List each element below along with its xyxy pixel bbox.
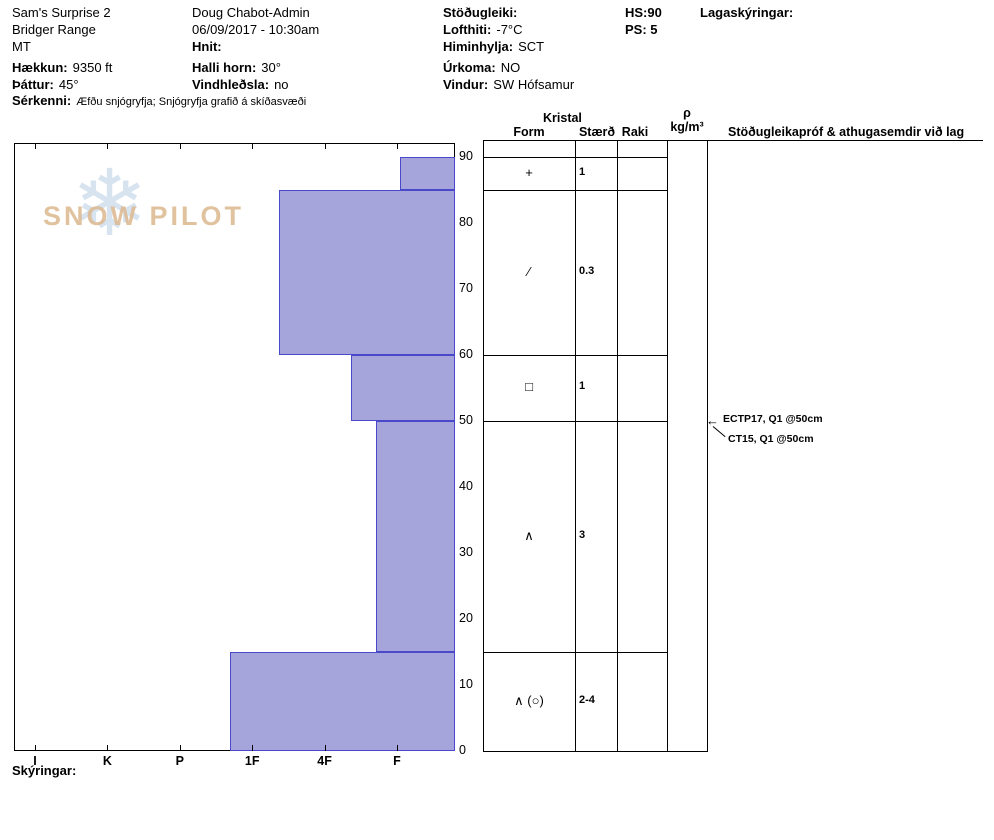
layer-comments-label: Lagaskýringar: [700, 5, 794, 20]
stability-row: Stöðugleiki: [443, 4, 574, 21]
depth-tick-label: 60 [459, 347, 473, 361]
elevation-value: 9350 ft [72, 60, 113, 75]
hardness-tick-label: 1F [244, 754, 260, 768]
weather-column: Stöðugleiki: Lofthiti: -7°C Himinhylja: SC… [443, 4, 574, 93]
col-divider-size-moisture [617, 141, 618, 752]
table-border-left [483, 141, 484, 752]
depth-tick-label: 10 [459, 677, 473, 691]
sky-label: Himinhylja: [443, 39, 514, 54]
aspect-row: Þáttur: 45° [12, 76, 112, 93]
depth-tick-label: 30 [459, 545, 473, 559]
layer-comments-column: Lagaskýringar: [700, 4, 793, 21]
elevation-row: Hækkun: 9350 ft [12, 59, 112, 76]
depth-tick-label: 50 [459, 413, 473, 427]
depth-tick-label: 80 [459, 215, 473, 229]
precip-row: Úrkoma: NO [443, 59, 574, 76]
snow-height-column: HS:90 PS: 5 [625, 4, 662, 38]
slope-angle-value: 30° [261, 60, 281, 75]
form-column-header: Form [513, 125, 545, 139]
depth-tick-label: 40 [459, 479, 473, 493]
depth-tick-label: 20 [459, 611, 473, 625]
pit-info-column: Sam's Surprise 2 Bridger Range MT Hækkun… [12, 4, 112, 93]
ps-row: PS: 5 [625, 21, 662, 38]
precip-label: Úrkoma: [443, 60, 496, 75]
air-temp-row: Lofthiti: -7°C [443, 21, 574, 38]
moisture-column-header: Raki [621, 125, 649, 139]
coords-label: Hnit: [192, 39, 222, 54]
crystal-group-header: Kristal [543, 111, 582, 125]
wind-loading-value: no [274, 77, 289, 92]
depth-tick-label: 0 [459, 743, 466, 757]
air-temp-label: Lofthiti: [443, 22, 492, 37]
hardness-tick-label: K [102, 754, 112, 768]
layer-table [483, 140, 983, 752]
air-temp-value: -7°C [496, 22, 523, 37]
aspect-value: 45° [58, 77, 79, 92]
hs-label: HS: [625, 5, 648, 20]
pit-datetime: 06/09/2017 - 10:30am [192, 22, 320, 37]
hardness-tick-label: F [393, 754, 401, 768]
precip-value: NO [500, 60, 521, 75]
col-divider-density-comments [707, 141, 708, 752]
notes-value: Æfðu snjógryfja; Snjógryfja grafið á skí… [76, 96, 307, 108]
size-column-header: Stærð [578, 125, 616, 139]
slope-angle-label: Halli horn: [192, 60, 257, 75]
depth-tick-label: 70 [459, 281, 473, 295]
stability-label: Stöðugleiki: [443, 5, 518, 20]
slope-angle-row: Halli horn: 30° [192, 59, 319, 76]
legend-label: Skýringar: [12, 763, 77, 778]
snowpilot-watermark: SNOW PILOT [43, 201, 244, 231]
aspect-label: Þáttur: [12, 77, 54, 92]
wind-label: Vindur: [443, 77, 489, 92]
hardness-tick-label: 4F [317, 754, 332, 768]
col-divider-moisture-density [667, 141, 668, 752]
hs-row: HS:90 [625, 4, 662, 21]
sky-value: SCT [518, 39, 545, 54]
hs-value: 90 [647, 5, 662, 20]
table-border-bottom [483, 751, 708, 752]
density-unit-header: kg/m³ [670, 120, 704, 134]
tests-comments-header: Stöðugleikapróf & athugasemdir við lag [728, 125, 965, 139]
col-divider-form-size [575, 141, 576, 752]
notes-label: Sérkenni: [12, 93, 72, 108]
ps-label: PS: [625, 22, 647, 37]
coords-row: Hnit: [192, 38, 319, 55]
range-name: Bridger Range [12, 22, 96, 37]
hardness-tick-label: P [175, 754, 184, 768]
sky-row: Himinhylja: SCT [443, 38, 574, 55]
notes-row: Sérkenni: Æfðu snjógryfja; Snjógryfja gra… [12, 93, 306, 108]
pit-name: Sam's Surprise 2 [12, 5, 111, 20]
ps-value: 5 [650, 22, 658, 37]
density-symbol-header: ρ [683, 106, 691, 120]
observer-column: Doug Chabot-Admin 06/09/2017 - 10:30am H… [192, 4, 319, 93]
wind-row: Vindur: SW Hófsamur [443, 76, 574, 93]
hardness-profile-chart: ❄ SNOW PILOT [14, 143, 455, 751]
snowflake-watermark-icon: ❄ [71, 153, 149, 255]
wind-value: SW Hófsamur [493, 77, 575, 92]
wind-loading-row: Vindhleðsla: no [192, 76, 319, 93]
elevation-label: Hækkun: [12, 60, 68, 75]
state-name: MT [12, 39, 31, 54]
wind-loading-label: Vindhleðsla: [192, 77, 270, 92]
observer-name: Doug Chabot-Admin [192, 5, 310, 20]
depth-tick-label: 90 [459, 149, 473, 163]
